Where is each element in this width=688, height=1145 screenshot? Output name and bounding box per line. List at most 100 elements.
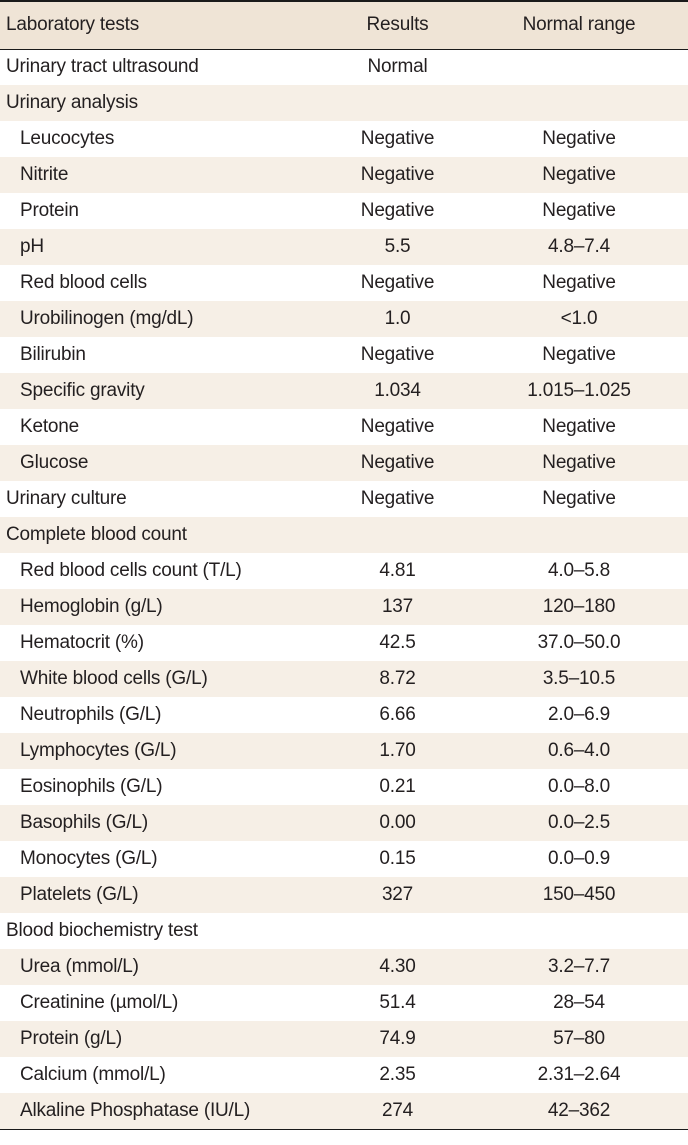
table-row: Urobilinogen (mg/dL) 1.0 <1.0 <box>0 301 688 337</box>
table-row: White blood cells (G/L) 8.72 3.5–10.5 <box>0 661 688 697</box>
table-row: Creatinine (µmol/L) 51.4 28–54 <box>0 985 688 1021</box>
normal-range-cell <box>470 913 688 949</box>
normal-range-cell: Negative <box>542 452 616 473</box>
normal-range-cell: 150–450 <box>542 884 616 905</box>
normal-range-cell: 0.0–8.0 <box>548 776 610 797</box>
normal-range-cell: Negative <box>542 488 616 509</box>
normal-range-cell: Negative <box>542 416 616 437</box>
header-row: Laboratory tests Results Normal range <box>0 0 688 50</box>
table-row: pH 5.5 4.8–7.4 <box>0 229 688 265</box>
test-name-cell: Urobilinogen (mg/dL) <box>20 308 194 329</box>
test-name-cell: Eosinophils (G/L) <box>20 776 163 797</box>
normal-range-cell: 2.0–6.9 <box>548 704 610 725</box>
normal-range-cell: 4.8–7.4 <box>548 236 610 257</box>
table-row: Red blood cells Negative Negative <box>0 265 688 301</box>
table-row: Protein Negative Negative <box>0 193 688 229</box>
test-name-cell: Urea (mmol/L) <box>20 956 139 977</box>
normal-range-cell: 2.31–2.64 <box>537 1064 621 1085</box>
normal-range-cell: 120–180 <box>542 596 616 617</box>
result-cell: 2.35 <box>379 1064 416 1085</box>
header-normal-range: Normal range <box>470 0 688 50</box>
test-name-cell: Glucose <box>20 452 89 473</box>
result-cell: 4.81 <box>379 560 416 581</box>
test-name-cell: Protein <box>20 200 79 221</box>
test-name-cell: Blood biochemistry test <box>6 920 198 941</box>
result-cell <box>325 517 470 553</box>
normal-range-cell: 42–362 <box>470 1093 688 1130</box>
normal-range-cell <box>470 85 688 121</box>
normal-range-cell: 0.6–4.0 <box>548 740 610 761</box>
test-name-cell: Calcium (mmol/L) <box>20 1064 166 1085</box>
normal-range-cell <box>470 49 688 85</box>
table-row: Complete blood count <box>0 517 688 553</box>
normal-range-cell: Negative <box>542 344 616 365</box>
table-row: Red blood cells count (T/L) 4.81 4.0–5.8 <box>0 553 688 589</box>
normal-range-cell: 57–80 <box>553 1028 605 1049</box>
test-name-cell: Bilirubin <box>20 344 86 365</box>
test-name-cell: Ketone <box>20 416 80 437</box>
result-cell: 5.5 <box>384 236 411 257</box>
table-row: Platelets (G/L) 327 150–450 <box>0 877 688 913</box>
table-row: Leucocytes Negative Negative <box>0 121 688 157</box>
table-row: Monocytes (G/L) 0.15 0.0–0.9 <box>0 841 688 877</box>
table-row: Urinary culture Negative Negative <box>0 481 688 517</box>
test-name-cell: Urinary analysis <box>6 92 138 113</box>
test-name-cell: Red blood cells <box>20 272 147 293</box>
table-row: Protein (g/L) 74.9 57–80 <box>0 1021 688 1057</box>
table-row: Specific gravity 1.034 1.015–1.025 <box>0 373 688 409</box>
test-name-cell: Neutrophils (G/L) <box>20 704 162 725</box>
result-cell: 327 <box>381 884 414 905</box>
test-name-cell: Lymphocytes (G/L) <box>20 740 177 761</box>
table-row: Ketone Negative Negative <box>0 409 688 445</box>
header-results: Results <box>325 0 470 50</box>
normal-range-cell: 4.0–5.8 <box>548 560 610 581</box>
table-row: Alkaline Phosphatase (IU/L) 274 42–362 <box>0 1093 688 1130</box>
result-cell: 0.21 <box>379 776 416 797</box>
result-cell: Negative <box>360 200 435 221</box>
normal-range-cell: 37.0–50.0 <box>537 632 621 653</box>
test-name-cell: Nitrite <box>20 164 69 185</box>
table-row: Blood biochemistry test <box>0 913 688 949</box>
normal-range-cell <box>470 517 688 553</box>
result-cell: Negative <box>360 164 435 185</box>
test-name-cell: Alkaline Phosphatase (IU/L) <box>0 1093 325 1130</box>
normal-range-cell: Negative <box>542 272 616 293</box>
table-row: Urinary tract ultrasound Normal <box>0 49 688 85</box>
normal-range-cell: Negative <box>542 128 616 149</box>
result-cell <box>325 85 470 121</box>
table-row: Neutrophils (G/L) 6.66 2.0–6.9 <box>0 697 688 733</box>
result-cell: 137 <box>381 596 414 617</box>
result-cell: 0.00 <box>379 812 416 833</box>
normal-range-cell: 28–54 <box>553 992 605 1013</box>
table-body: Urinary tract ultrasound Normal Urinary an… <box>0 49 688 1130</box>
result-cell: Negative <box>360 272 435 293</box>
result-cell <box>325 913 470 949</box>
test-name-cell: Complete blood count <box>6 524 187 545</box>
normal-range-cell: 0.0–0.9 <box>548 848 610 869</box>
result-cell: Negative <box>360 488 435 509</box>
test-name-cell: Urinary tract ultrasound <box>6 56 199 78</box>
normal-range-cell: 1.015–1.025 <box>527 380 631 401</box>
table-row: Urea (mmol/L) 4.30 3.2–7.7 <box>0 949 688 985</box>
table-row: Basophils (G/L) 0.00 0.0–2.5 <box>0 805 688 841</box>
result-cell: 8.72 <box>379 668 416 689</box>
result-cell: 1.70 <box>379 740 416 761</box>
normal-range-cell: Negative <box>542 200 616 221</box>
result-cell: 6.66 <box>379 704 416 725</box>
result-cell: 51.4 <box>379 992 416 1013</box>
test-name-cell: Red blood cells count (T/L) <box>20 560 242 581</box>
result-cell: Negative <box>360 452 435 473</box>
table-row: Nitrite Negative Negative <box>0 157 688 193</box>
result-cell: Normal <box>367 56 428 78</box>
test-name-cell: White blood cells (G/L) <box>20 668 208 689</box>
result-cell: 4.30 <box>379 956 416 977</box>
table-header: Laboratory tests Results Normal range <box>0 0 688 50</box>
result-cell: 74.9 <box>379 1028 416 1049</box>
result-cell: 1.034 <box>374 380 421 401</box>
table-row: Bilirubin Negative Negative <box>0 337 688 373</box>
table-row: Calcium (mmol/L) 2.35 2.31–2.64 <box>0 1057 688 1093</box>
test-name-cell: pH <box>20 236 44 257</box>
result-cell: 274 <box>325 1093 470 1130</box>
result-cell: 0.15 <box>379 848 416 869</box>
